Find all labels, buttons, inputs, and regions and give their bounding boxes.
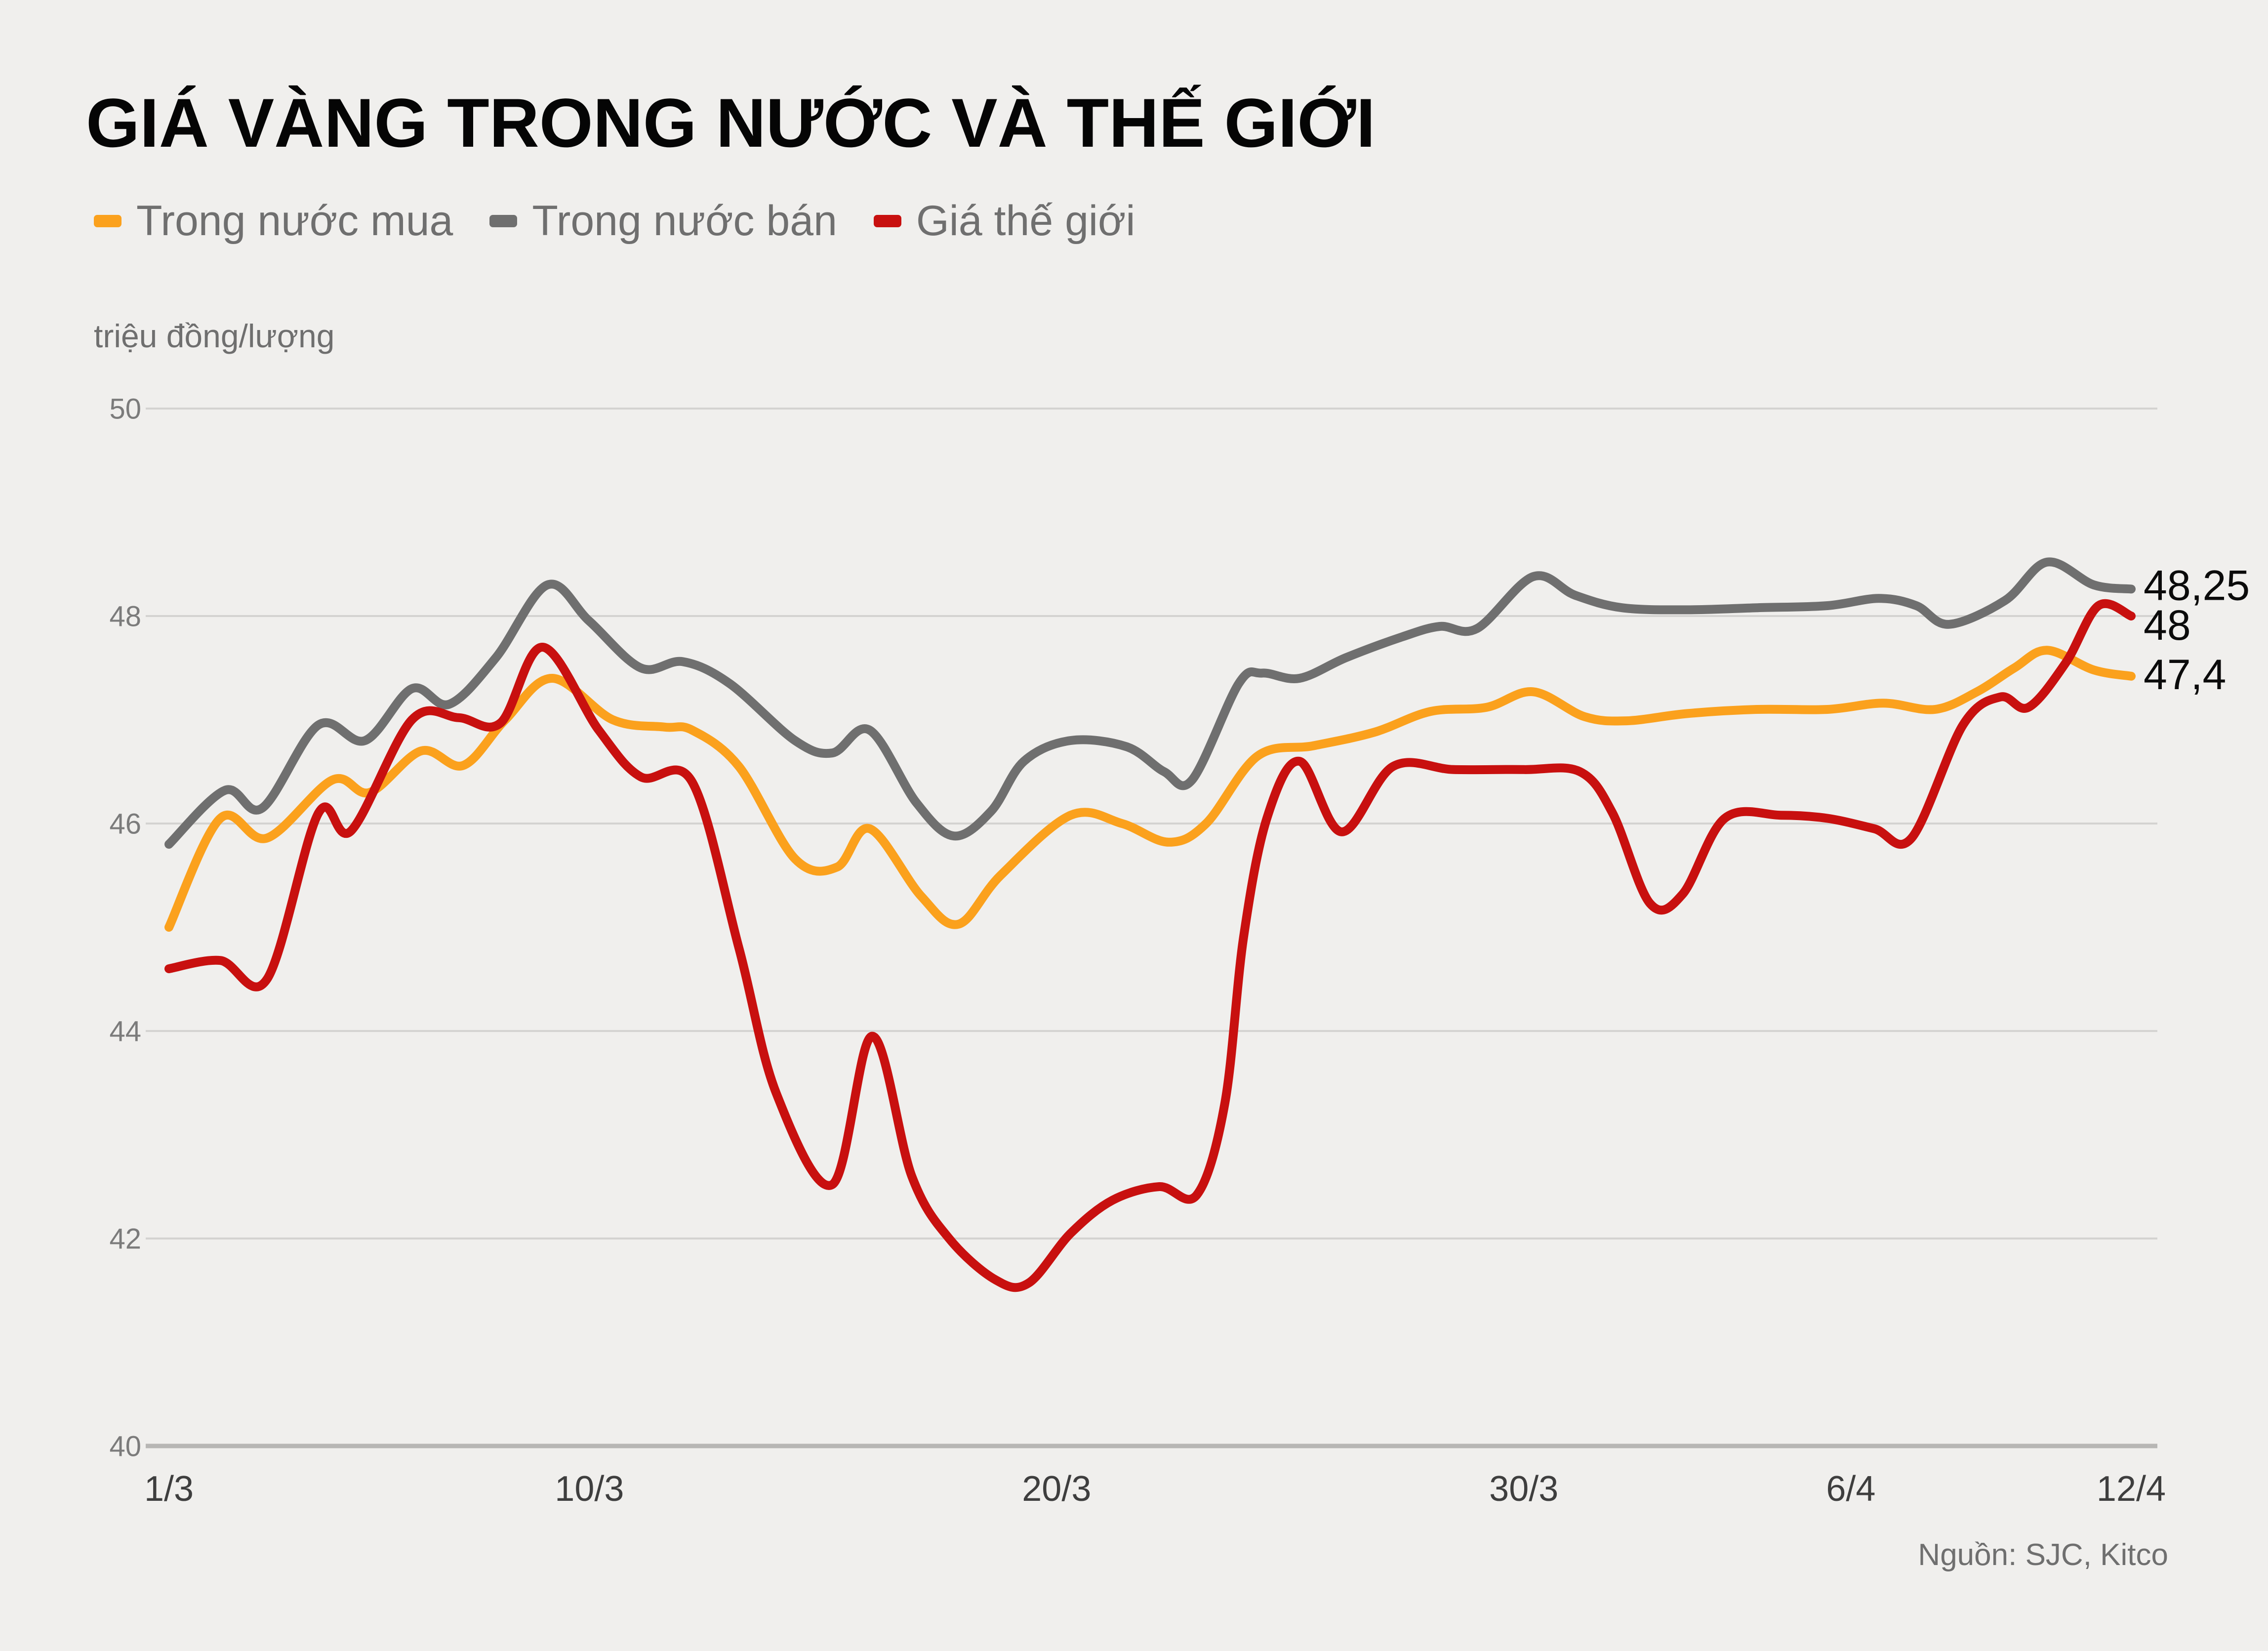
legend-swatch-icon <box>489 214 518 227</box>
x-tick-label-1-3: 1/3 <box>144 1469 194 1509</box>
x-tick-label-20-3: 20/3 <box>1022 1469 1091 1509</box>
legend-swatch-icon <box>873 214 901 227</box>
series-end-label-world-price: 48 <box>2144 602 2191 649</box>
chart-legend: Trong nước mua Trong nước bán Giá thế giới <box>94 200 1135 242</box>
legend-item-1: Trong nước bán <box>489 200 837 242</box>
x-tick-label-12-4: 12/4 <box>2097 1469 2166 1509</box>
y-tick-label-50: 50 <box>109 393 141 425</box>
series-line-domestic-buy <box>164 646 2136 932</box>
legend-label: Trong nước mua <box>136 197 453 245</box>
y-axis-unit-label: triệu đồng/lượng <box>94 318 335 354</box>
y-tick-label-40: 40 <box>109 1430 141 1462</box>
x-tick-label-10-3: 10/3 <box>555 1469 624 1509</box>
legend-label: Giá thế giới <box>916 197 1135 245</box>
page-title: GIÁ VÀNG TRONG NƯỚC VÀ THẾ GIỚI <box>86 84 1376 162</box>
series-end-label-domestic-buy: 47,4 <box>2144 651 2226 699</box>
y-tick-label-42: 42 <box>109 1223 141 1255</box>
series-end-label-domestic-sell: 48,25 <box>2144 562 2250 610</box>
y-tick-label-44: 44 <box>109 1015 141 1047</box>
y-tick-label-48: 48 <box>109 600 141 632</box>
series-line-domestic-sell <box>164 557 2136 849</box>
x-tick-label-30-3: 30/3 <box>1489 1469 1558 1509</box>
legend-label: Trong nước bán <box>532 197 837 245</box>
legend-swatch-icon <box>94 214 122 227</box>
legend-item-0: Trong nước mua <box>94 200 453 242</box>
series-line-world-price <box>164 599 2136 1292</box>
y-tick-label-46: 46 <box>109 808 141 840</box>
legend-item-2: Giá thế giới <box>873 197 1135 245</box>
x-tick-label-6-4: 6/4 <box>1826 1469 1875 1509</box>
source-attribution: Nguồn: SJC, Kitco <box>1918 1538 2168 1572</box>
